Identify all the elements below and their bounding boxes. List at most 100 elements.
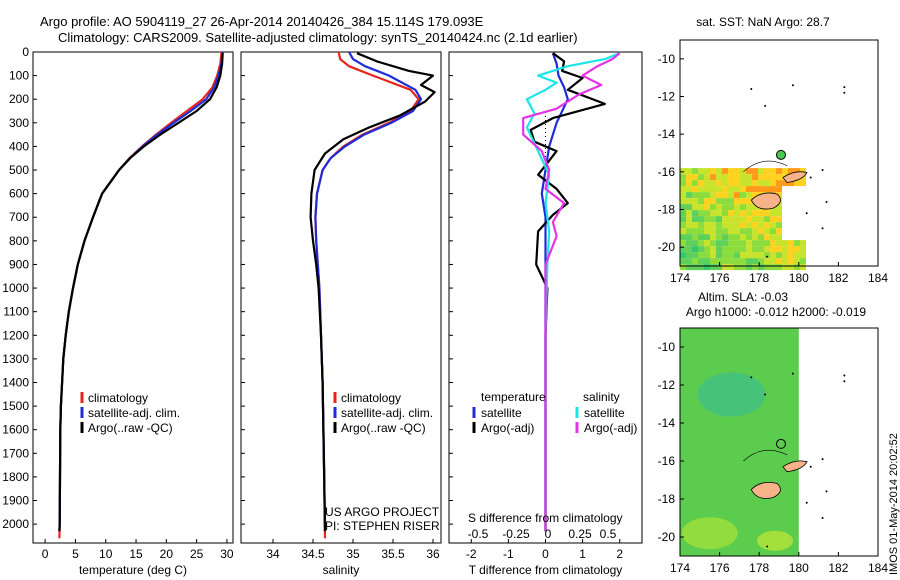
legend-label: satellite-adj. clim. [341,406,433,420]
sst-cell [740,216,746,223]
sst-cell [752,186,758,193]
sst-cell [710,246,716,253]
sst-cell [716,234,722,241]
sst-cell [710,258,716,265]
sst-cell [698,264,704,271]
sst-cell [752,258,758,265]
sst-cell [680,198,686,205]
sst-cell [686,258,692,265]
sst-cell [788,180,794,187]
y-tick-label: -18 [658,203,676,217]
sst-cell [764,234,770,241]
sst-cell [746,216,752,223]
x-tick-label: 176 [710,271,730,285]
sst-cell [746,174,752,181]
y-tick-label: -10 [658,52,676,66]
x-tick-label: 20 [160,547,174,561]
sst-cell [770,174,776,181]
sst-cell [776,192,782,199]
sst-cell [728,258,734,265]
sst-cell [722,234,728,241]
small-island [821,227,824,230]
sst-cell [782,246,788,253]
sst-cell [680,204,686,211]
x-tick-label: 0 [42,547,49,561]
sst-cell [764,180,770,187]
sst-cell [734,216,740,223]
sst-cell [764,222,770,229]
y-tick-label: 1700 [2,446,29,460]
sst-cell [686,204,692,211]
sst-cell [704,246,710,253]
sst-cell [716,228,722,235]
x-tick-label: 34 [266,547,280,561]
sst-cell [794,240,800,247]
sst-cell [746,192,752,199]
sst-cell [680,168,686,175]
sst-cell [680,186,686,193]
sst-cell [704,174,710,181]
sst-cell [740,264,746,271]
sst-cell [764,210,770,217]
sst-cell [692,180,698,187]
x-tick-label: 36 [426,547,440,561]
legend-label: satellite-adj. clim. [88,406,180,420]
sst-cell [722,246,728,253]
sst-cell [680,228,686,235]
sst-cell [722,204,728,211]
sst-cell [716,174,722,181]
sst-cell [692,174,698,181]
sst-cell [746,246,752,253]
sst-cell [800,246,806,253]
x-tick-label: 30 [220,547,234,561]
secondary-tick-label: 0.5 [600,527,617,541]
sst-cell [698,192,704,199]
y-tick-label: -20 [658,240,676,254]
sst-cell [740,246,746,253]
sst-cell [716,198,722,205]
x-tick-label: 34.5 [301,547,325,561]
small-island [843,374,846,377]
sst-cell [722,180,728,187]
sst-cell [788,264,794,271]
sst-cell [704,186,710,193]
sst-cell [710,204,716,211]
sst-cell [800,258,806,265]
sst-cell [698,180,704,187]
sst-cell [752,246,758,253]
sst-cell [794,252,800,259]
sst-cell [746,240,752,247]
small-island [843,86,846,89]
sst-cell [758,252,764,259]
y-tick-label: 600 [9,187,29,201]
x-tick-label: 10 [99,547,113,561]
sst-cell [692,246,698,253]
sst-cell [746,204,752,211]
sst-cell [686,252,692,259]
sst-cell [710,252,716,259]
small-island [843,91,846,94]
y-tick-label: 500 [9,163,29,177]
sst-cell [764,258,770,265]
sst-cell [686,186,692,193]
sst-cell [770,234,776,241]
y-tick-label: -20 [658,530,676,544]
sst-cell [776,168,782,175]
sst-cell [722,168,728,175]
sst-cell [746,228,752,235]
y-tick-label: -14 [658,416,676,430]
y-tick-label: -16 [658,165,676,179]
x-axis-label: salinity [323,563,360,577]
sst-cell [680,216,686,223]
y-tick-label: -18 [658,492,676,506]
sst-cell [686,222,692,229]
x-tick-label: 35.5 [381,547,405,561]
small-island [764,104,767,107]
small-island [825,490,828,493]
sst-cell [794,246,800,253]
y-tick-label: 700 [9,210,29,224]
sst-cell [704,240,710,247]
sst-cell [776,258,782,265]
sst-cell [728,204,734,211]
sst-cell [704,216,710,223]
